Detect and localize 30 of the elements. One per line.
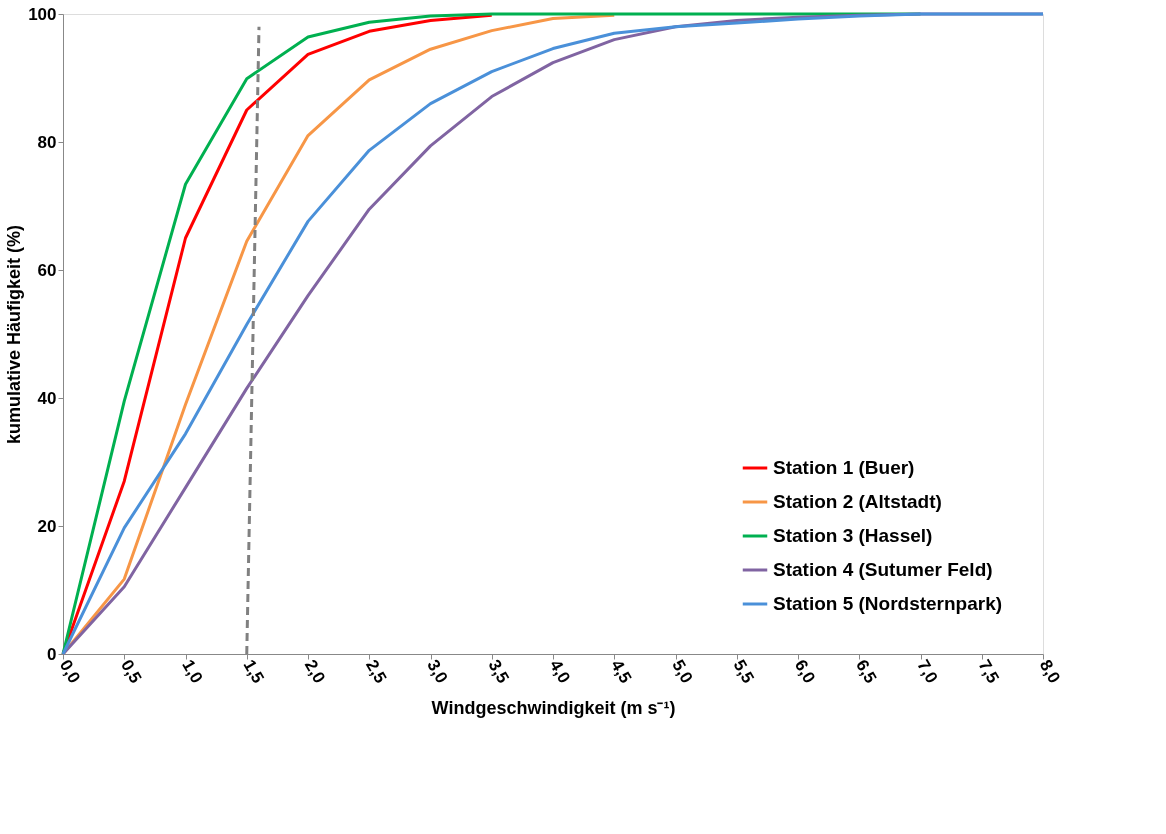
y-tick-label: 80 [37,132,57,152]
y-tick-label: 40 [37,388,57,408]
x-tick-label: 4,5 [606,656,636,687]
x-tick-label: 5,0 [668,656,697,687]
x-tick-label: 3,5 [484,656,513,687]
x-tick-label: 0,0 [55,656,84,687]
legend-label: Station 3 (Hassel) [773,525,933,546]
x-tick-label: 6,0 [790,656,819,687]
x-tick-label: 0,5 [116,656,146,687]
legend-label: Station 5 (Nordsternpark) [773,593,1003,614]
legend-label: Station 2 (Altstadt) [773,491,942,512]
x-tick-label: 8,0 [1035,656,1064,687]
x-tick-label: 2,0 [300,656,329,687]
x-axis-title: Windgeschwindigkeit (m s⁻¹) [431,697,676,718]
x-tick-label: 7,0 [913,656,942,687]
x-tick-label: 3,0 [423,656,452,687]
x-tick-label: 5,5 [729,656,758,687]
y-tick-label: 60 [37,260,57,280]
x-tick-label: 7,5 [974,656,1003,687]
x-tick-label: 6,5 [851,656,881,687]
legend-label: Station 1 (Buer) [773,457,915,478]
legend-label: Station 4 (Sutumer Feld) [773,559,993,580]
y-tick-label: 0 [47,644,57,664]
x-tick-label: 2,5 [361,656,391,687]
x-tick-label: 1,5 [239,656,268,687]
x-tick-label: 4,0 [545,656,574,687]
y-tick-label: 20 [37,516,57,536]
y-axis-title: kumulative Häufigkeit (%) [4,224,25,445]
x-tick-label: 1,0 [178,656,207,687]
y-tick-label: 100 [28,4,57,24]
